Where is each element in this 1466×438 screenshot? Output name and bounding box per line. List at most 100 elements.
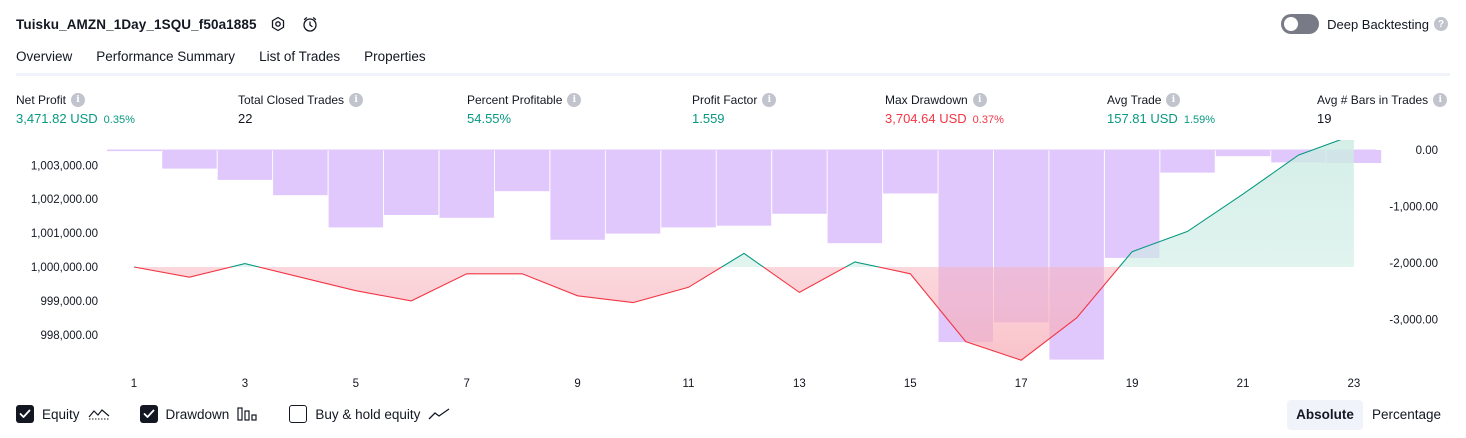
deep-backtesting-toggle[interactable] <box>1281 14 1320 34</box>
left-axis-tick: 1,000,000.00 <box>31 262 98 274</box>
legend-drawdown[interactable]: Drawdown <box>139 405 260 423</box>
tabs-divider <box>16 73 1450 76</box>
right-axis-tick: 0.00 <box>1416 145 1438 157</box>
x-axis-tick: 17 <box>1015 378 1028 390</box>
metric-avg-bars: Avg # Bars in Trades i 19 <box>1317 93 1448 126</box>
metric-value: 157.81 USD <box>1107 111 1178 126</box>
metric-percent: 0.35% <box>103 114 135 126</box>
drawdown-bar <box>1104 150 1160 258</box>
absolute-button[interactable]: Absolute <box>1287 400 1363 430</box>
x-axis-tick: 11 <box>683 378 695 390</box>
metric-total-closed-trades: Total Closed Trades i 22 <box>238 93 364 126</box>
drawdown-bar <box>716 150 772 226</box>
drawdown-bar <box>661 150 716 228</box>
metric-value: 22 <box>238 111 253 126</box>
equity-checkbox[interactable] <box>16 405 34 423</box>
drawdown-bar <box>106 150 162 152</box>
legend-buy-hold[interactable]: Buy & hold equity <box>289 405 450 423</box>
left-axis-tick: 998,000.00 <box>40 330 98 342</box>
x-axis-tick: 13 <box>793 378 806 390</box>
percentage-button[interactable]: Percentage <box>1371 407 1441 422</box>
deep-backtesting-label: Deep Backtesting <box>1327 16 1429 32</box>
drawdown-bar <box>494 150 550 192</box>
right-axis-tick: -3,000.00 <box>1389 315 1438 327</box>
metrics-row: Net Profit i 3,471.82 USD 0.35% Total Clos… <box>16 93 1450 133</box>
tab-performance-summary[interactable]: Performance Summary <box>96 49 236 64</box>
metric-percent: 1.59% <box>1183 114 1216 126</box>
info-icon[interactable]: i <box>1433 93 1448 107</box>
info-icon[interactable]: i <box>71 93 86 107</box>
metric-profit-factor: Profit Factor i 1.559 <box>692 93 777 126</box>
drawdown-bar <box>273 150 328 196</box>
profit-area <box>134 140 1354 267</box>
x-axis-tick: 9 <box>574 378 580 390</box>
equity-chart[interactable]: 1,003,000.00 1,002,000.00 1,001,000.00 1,00… <box>0 140 1466 396</box>
left-axis-tick: 1,001,000.00 <box>31 228 98 240</box>
equity-line-icon <box>88 407 110 421</box>
tab-list-of-trades[interactable]: List of Trades <box>259 49 341 64</box>
drawdown-bar <box>772 150 827 214</box>
x-axis-tick: 21 <box>1237 378 1250 390</box>
loss-area <box>134 267 1354 361</box>
tab-overview[interactable]: Overview <box>16 46 73 76</box>
help-icon[interactable]: ? <box>1434 17 1448 31</box>
alert-clock-icon[interactable] <box>301 15 319 33</box>
drawdown-bar <box>439 150 494 218</box>
x-axis-tick: 5 <box>353 378 359 390</box>
chart-legend: Equity Drawdown Buy & hold equity <box>16 403 480 425</box>
right-axis-tick: -2,000.00 <box>1389 258 1438 270</box>
drawdown-bar <box>162 150 217 169</box>
metric-label: Total Closed Trades <box>238 93 345 107</box>
x-axis-tick: 23 <box>1348 378 1361 390</box>
x-axis-tick: 15 <box>904 378 917 390</box>
left-axis-tick: 1,002,000.00 <box>31 194 98 206</box>
info-icon[interactable]: i <box>1166 93 1181 107</box>
report-tabs: Overview Performance Summary List of Tra… <box>16 46 450 76</box>
metric-net-profit: Net Profit i 3,471.82 USD 0.35% <box>16 93 135 126</box>
metric-avg-trade: Avg Trade i 157.81 USD 1.59% <box>1107 93 1215 126</box>
info-icon[interactable]: i <box>762 93 777 107</box>
metric-value: 1.559 <box>692 111 725 126</box>
equity-line-loss <box>133 267 1120 361</box>
metric-value: 54.55% <box>467 111 512 126</box>
metric-value: 3,471.82 USD <box>16 111 98 126</box>
info-icon[interactable]: i <box>972 93 987 107</box>
settings-icon[interactable] <box>269 15 287 33</box>
drawdown-bar <box>217 150 273 180</box>
metric-label: Profit Factor <box>692 93 758 107</box>
x-axis-tick: 3 <box>242 378 248 390</box>
metric-percent-profitable: Percent Profitable i 54.55% <box>467 93 582 126</box>
drawdown-bar <box>1215 150 1271 157</box>
legend-label: Drawdown <box>165 406 230 422</box>
drawdown-checkbox[interactable] <box>139 405 158 423</box>
toggle-knob <box>1284 17 1299 31</box>
info-icon[interactable]: i <box>567 93 582 107</box>
metric-value: 19 <box>1317 111 1332 126</box>
right-axis-tick: -1,000.00 <box>1389 202 1438 214</box>
legend-label: Buy & hold equity <box>315 406 421 422</box>
x-axis-tick: 19 <box>1126 378 1139 390</box>
x-axis-tick: 1 <box>131 378 137 390</box>
scale-toggle: Absolute Percentage <box>1287 400 1450 430</box>
left-axis-tick: 999,000.00 <box>40 296 98 308</box>
legend-equity[interactable]: Equity <box>16 405 110 423</box>
drawdown-bar <box>384 150 439 215</box>
legend-label: Equity <box>42 406 80 422</box>
drawdown-bar <box>883 150 938 194</box>
info-icon[interactable]: i <box>349 93 364 107</box>
metric-label: Avg Trade <box>1107 93 1162 107</box>
metric-label: Avg # Bars in Trades <box>1317 93 1429 107</box>
drawdown-bar <box>605 150 661 234</box>
drawdown-bar <box>827 150 883 244</box>
buy-hold-line-icon <box>428 407 450 421</box>
tab-properties[interactable]: Properties <box>364 49 426 64</box>
drawdown-bars-icon <box>237 407 259 421</box>
drawdown-bar <box>550 150 605 240</box>
deep-backtesting: Deep Backtesting ? <box>1281 14 1448 34</box>
buy-hold-checkbox[interactable] <box>289 405 308 423</box>
drawdown-bar <box>1160 150 1215 173</box>
metric-percent: 0.37% <box>972 114 1004 126</box>
metric-value: 3,704.64 USD <box>885 111 967 126</box>
drawdown-bar <box>328 150 384 228</box>
left-axis-tick: 1,003,000.00 <box>31 160 98 172</box>
